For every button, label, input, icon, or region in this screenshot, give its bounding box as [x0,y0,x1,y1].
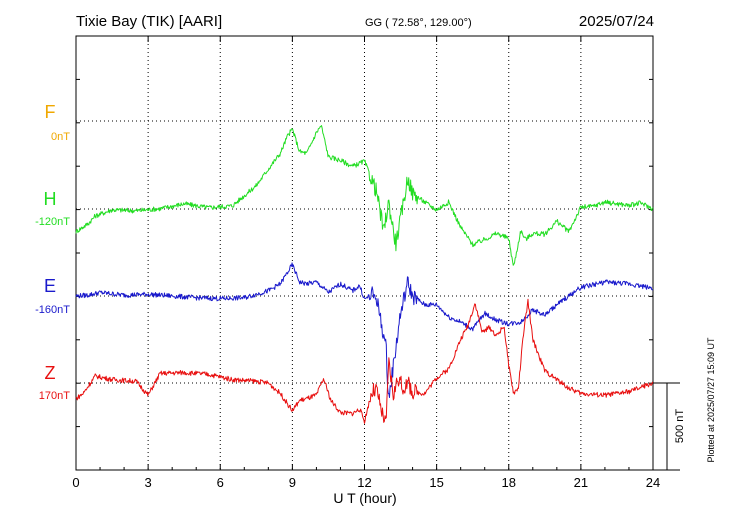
x-tick-label-21: 21 [574,475,588,490]
grid [76,36,653,470]
series-name-F: F [45,102,56,122]
series-offset-E: -160nT [35,304,70,316]
series-offset-H: -120nT [35,216,70,228]
x-tick-label-3: 3 [145,475,152,490]
x-axis-label: U T (hour) [333,490,396,506]
date-label: 2025/07/24 [579,13,654,30]
x-tick-label-18: 18 [502,475,516,490]
plotted-note: Plotted at 2025/07/27 15:09 UT [706,337,716,463]
scale-bar-label: 500 nT [674,409,686,444]
x-tick-label-9: 9 [289,475,296,490]
station-title: Tixie Bay (TIK) [AARI] [76,13,222,30]
series-offset-Z: 170nT [39,390,70,402]
series-traces [75,125,654,424]
series-line-H [75,125,654,266]
x-tick-label-0: 0 [72,475,79,490]
series-offset-F: 0nT [51,131,70,143]
x-axis: 0 3 6 9 12 15 18 21 24 [72,35,660,490]
x-tick-label-24: 24 [646,475,660,490]
x-tick-label-12: 12 [357,475,371,490]
series-name-E: E [44,276,56,296]
series-name-Z: Z [45,363,56,383]
series-line-E [75,262,654,398]
coords-label: GG ( 72.58°, 129.00°) [365,17,472,29]
x-tick-label-15: 15 [429,475,443,490]
series-labels: F 0nT H -120nT E -160nT Z 170nT [35,102,70,402]
x-tick-label-6: 6 [217,475,224,490]
series-line-Z [75,298,654,424]
series-name-H: H [44,189,57,209]
scale-bar: 500 nT [653,382,686,471]
